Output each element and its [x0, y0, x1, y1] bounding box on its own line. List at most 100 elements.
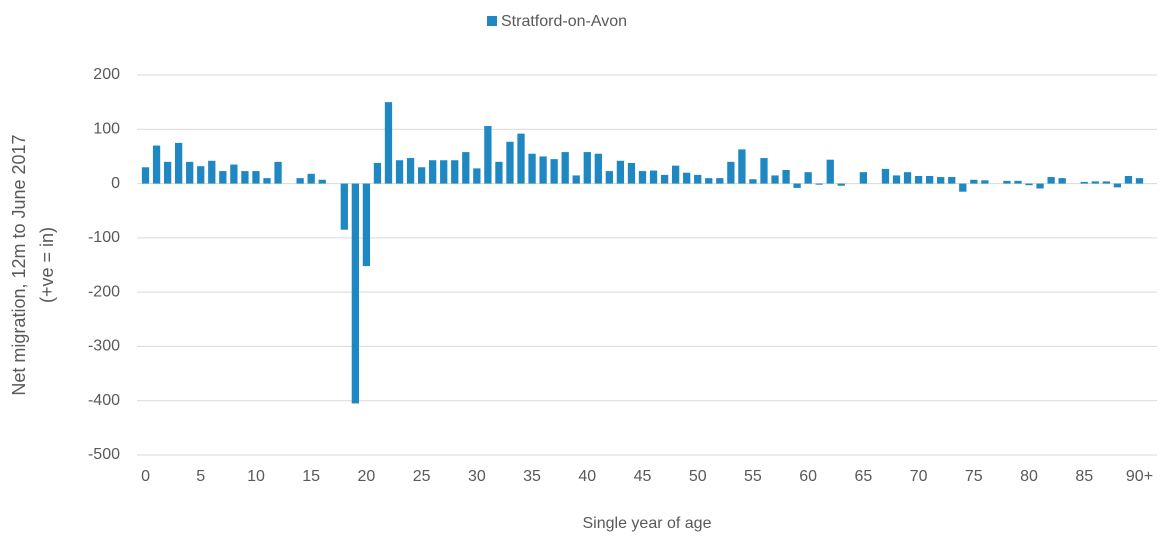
legend-swatch — [487, 16, 497, 26]
bar — [837, 183, 845, 186]
bar — [1135, 178, 1144, 184]
bar — [175, 142, 183, 184]
bar — [417, 167, 426, 184]
bar — [340, 183, 348, 230]
y-axis-title: (+ve = in) — [37, 227, 57, 303]
bar — [616, 160, 625, 184]
bar — [793, 183, 801, 188]
bar — [141, 167, 150, 184]
bar — [506, 141, 514, 184]
x-tick-label: 85 — [1075, 468, 1093, 485]
bar — [749, 179, 757, 184]
bar — [197, 166, 205, 184]
bar — [307, 173, 315, 184]
bar — [539, 156, 547, 184]
bar — [362, 183, 371, 267]
y-tick-label: -500 — [88, 446, 120, 463]
x-tick-label: 20 — [358, 468, 376, 485]
bar — [716, 178, 724, 184]
bar — [484, 126, 492, 184]
bar — [384, 102, 393, 184]
bar — [1091, 181, 1099, 184]
bar — [406, 158, 415, 184]
x-tick-label: 15 — [302, 468, 320, 485]
x-tick-label: 70 — [910, 468, 928, 485]
bar — [561, 152, 569, 184]
bar — [274, 161, 282, 184]
bar — [1124, 175, 1133, 184]
x-tick-label: 0 — [141, 468, 150, 485]
bar — [782, 170, 790, 184]
x-tick-label: 75 — [965, 468, 983, 485]
bar — [826, 159, 834, 184]
bar — [815, 183, 823, 185]
y-axis-title: Net migration, 12m to June 2017 — [9, 134, 29, 395]
bar — [1025, 183, 1033, 186]
bar — [1003, 180, 1011, 184]
x-tick-label: 30 — [468, 468, 486, 485]
bar — [881, 168, 890, 184]
bar — [1047, 177, 1055, 184]
bar — [671, 165, 680, 184]
bar — [760, 158, 768, 184]
bar — [914, 175, 923, 184]
x-axis-title: Single year of age — [583, 515, 712, 532]
bar — [981, 180, 989, 184]
bar — [429, 160, 437, 184]
x-tick-label: 80 — [1020, 468, 1038, 485]
bar — [241, 171, 249, 184]
x-tick-label: 45 — [634, 468, 652, 485]
x-tick-label: 40 — [578, 468, 596, 485]
bar — [440, 160, 448, 184]
bar — [583, 152, 591, 184]
bar — [572, 175, 580, 184]
bar — [959, 183, 967, 192]
y-tick-label: -400 — [88, 392, 120, 409]
bar — [594, 153, 602, 184]
bar — [859, 172, 868, 184]
bar — [970, 179, 978, 184]
bar — [1014, 180, 1022, 184]
bar — [318, 179, 326, 184]
x-tick-label: 65 — [854, 468, 872, 485]
bar — [451, 160, 459, 184]
bar — [219, 171, 227, 184]
bar — [528, 153, 536, 184]
bar — [925, 175, 934, 184]
bar — [903, 172, 912, 184]
y-tick-label: -300 — [88, 338, 120, 355]
bar — [605, 171, 614, 184]
bar — [738, 149, 746, 184]
y-tick-label: 100 — [93, 121, 120, 138]
bar — [263, 178, 271, 184]
bar — [186, 161, 194, 184]
y-tick-label: -200 — [88, 283, 120, 300]
x-tick-label: 25 — [413, 468, 431, 485]
bar — [627, 162, 636, 184]
bar — [495, 161, 503, 184]
bar — [473, 168, 481, 184]
bar — [705, 178, 713, 184]
x-tick-label: 55 — [744, 468, 762, 485]
bar — [660, 174, 669, 184]
y-tick-label: 200 — [93, 66, 120, 83]
bar — [230, 164, 238, 184]
x-tick-label: 90+ — [1126, 468, 1153, 485]
y-tick-label: -100 — [88, 229, 120, 246]
bar — [373, 162, 382, 184]
bar — [1102, 181, 1110, 184]
bar — [550, 159, 558, 184]
bar — [1036, 183, 1044, 189]
bar — [1113, 183, 1122, 188]
bar — [296, 178, 304, 184]
bar — [804, 172, 812, 184]
bar — [948, 177, 956, 184]
bar — [892, 175, 901, 184]
bar — [694, 174, 702, 184]
bar — [937, 177, 945, 184]
bar — [152, 145, 161, 184]
bar — [683, 172, 691, 184]
bar — [351, 183, 360, 404]
bar — [1058, 178, 1066, 184]
